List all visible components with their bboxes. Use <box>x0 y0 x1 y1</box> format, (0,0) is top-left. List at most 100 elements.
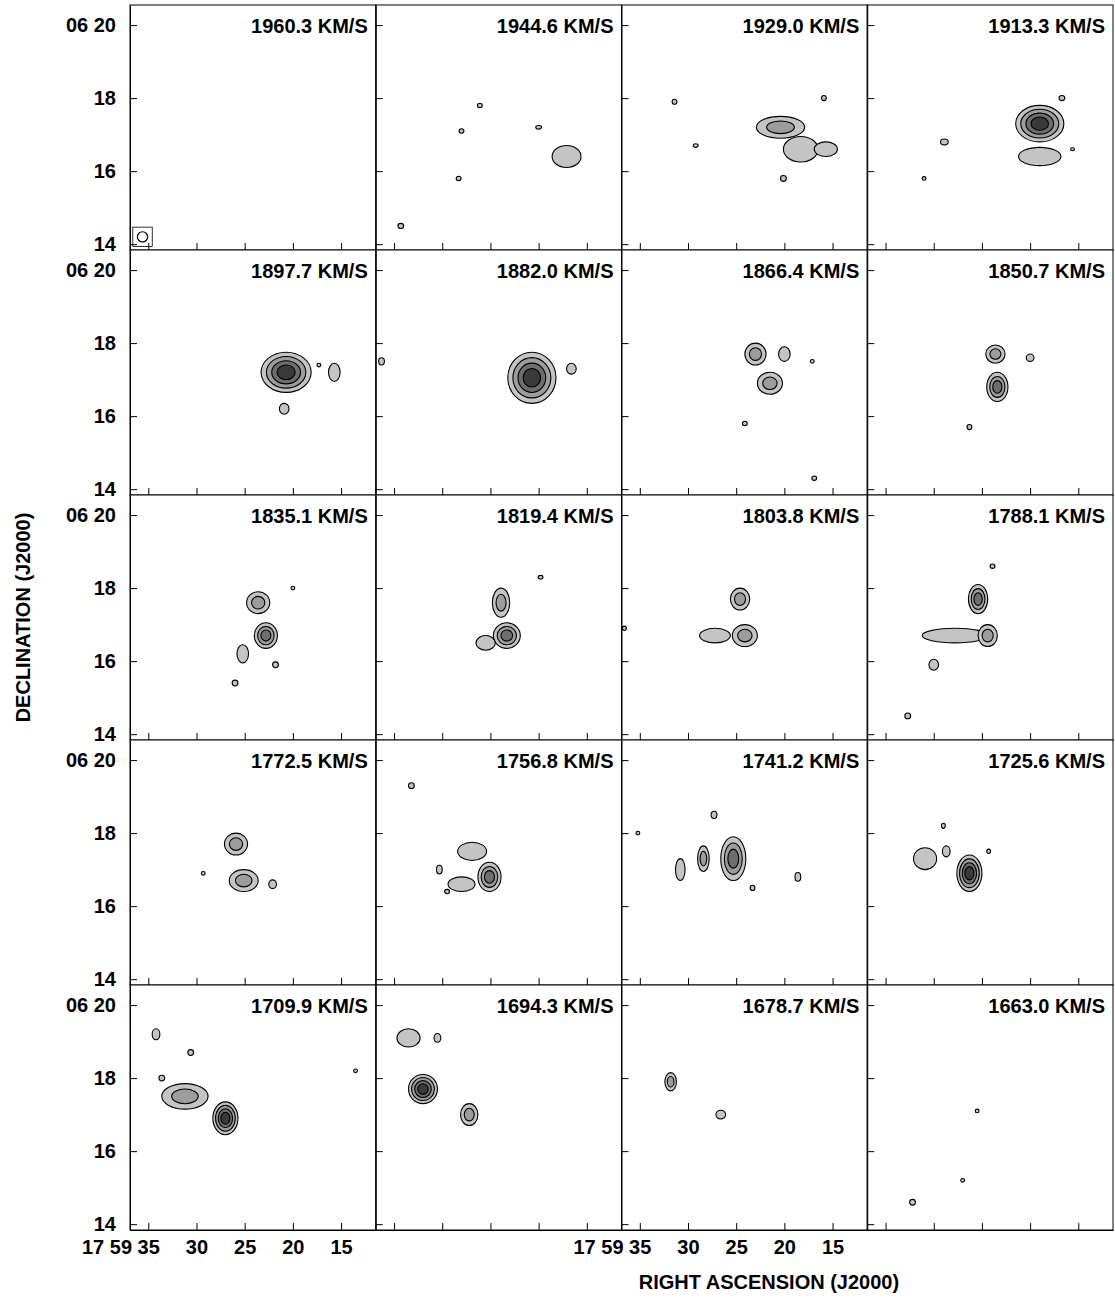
tick <box>622 1224 629 1225</box>
contour <box>224 833 247 855</box>
contour <box>445 889 450 893</box>
contour <box>962 863 976 884</box>
tick <box>1078 488 1079 495</box>
panel-background <box>867 740 1113 985</box>
panel-title: 1663.0 KM/S <box>988 995 1105 1017</box>
tick <box>867 270 874 271</box>
contours <box>398 103 581 228</box>
panel-background <box>622 495 868 740</box>
panel-background <box>130 985 376 1230</box>
tick <box>784 488 785 495</box>
tick <box>867 1005 874 1006</box>
tick-mark <box>376 1224 383 1225</box>
tick <box>148 978 149 985</box>
panel-frame <box>622 985 868 1230</box>
contour <box>783 136 818 162</box>
tick-mark <box>784 733 785 740</box>
tick-mark <box>293 488 294 495</box>
x-axis <box>622 488 868 496</box>
x-axis <box>622 978 868 986</box>
tick <box>148 733 149 740</box>
x-axis <box>868 1223 1114 1231</box>
panel-title: 1929.0 KM/S <box>743 15 860 37</box>
y-axis <box>376 251 383 496</box>
tick-mark <box>245 978 246 985</box>
tick <box>784 978 785 985</box>
y-axis <box>867 251 874 496</box>
tick-mark <box>293 243 294 250</box>
panel: 1694.3 KM/S <box>376 985 622 1231</box>
tick-mark <box>867 416 874 417</box>
tick-mark <box>784 978 785 985</box>
tick <box>376 515 383 516</box>
x-axis <box>868 978 1114 986</box>
tick <box>934 733 935 740</box>
tick-mark <box>833 978 834 985</box>
tick-mark <box>867 98 874 99</box>
tick <box>622 1078 629 1079</box>
tick <box>622 171 629 172</box>
contour <box>795 873 801 882</box>
contour <box>821 96 826 101</box>
tick-mark <box>148 1223 149 1230</box>
panel-title: 1897.7 KM/S <box>251 260 368 282</box>
tick-mark <box>376 661 383 662</box>
contour <box>756 116 804 138</box>
tick <box>886 488 887 495</box>
tick <box>886 1223 887 1230</box>
tick <box>736 488 737 495</box>
panel: 1788.1 KM/S <box>867 495 1113 741</box>
tick-mark <box>622 98 629 99</box>
panel-title: 1725.6 KM/S <box>988 750 1105 772</box>
tick <box>376 661 383 662</box>
tick-mark <box>736 488 737 495</box>
contour <box>459 129 464 133</box>
contour <box>518 363 546 392</box>
tick-mark <box>622 760 629 761</box>
tick-label: 14 <box>94 723 117 745</box>
tick-mark <box>130 244 137 245</box>
tick <box>1078 1223 1079 1230</box>
y-axis: 06 20181614 <box>66 6 137 256</box>
tick <box>784 733 785 740</box>
contour <box>711 811 717 818</box>
tick <box>982 243 983 250</box>
tick-mark <box>130 661 137 662</box>
contour <box>1016 105 1064 142</box>
tick <box>982 488 983 495</box>
tick <box>934 978 935 985</box>
tick-label: 17 59 35 <box>82 1236 160 1258</box>
contour <box>700 851 707 866</box>
tick-mark <box>622 171 629 172</box>
tick-label: 18 <box>94 822 116 844</box>
tick <box>784 243 785 250</box>
tick-mark <box>130 1078 137 1079</box>
contour <box>971 589 985 610</box>
tick-mark <box>130 171 137 172</box>
tick-mark <box>130 588 137 589</box>
tick <box>982 1223 983 1230</box>
tick-mark <box>196 1223 197 1230</box>
tick-mark <box>130 343 137 344</box>
contour <box>698 846 710 872</box>
tick-mark <box>341 733 342 740</box>
panel-title: 1741.2 KM/S <box>743 750 860 772</box>
tick-mark <box>622 1078 629 1079</box>
tick-mark <box>442 243 443 250</box>
tick-mark <box>867 1224 874 1225</box>
tick <box>622 489 629 490</box>
tick-mark <box>833 243 834 250</box>
contour <box>538 575 543 579</box>
tick <box>886 733 887 740</box>
tick: 16 <box>94 895 137 917</box>
panel-background <box>130 495 376 740</box>
tick-mark <box>982 978 983 985</box>
panel-frame <box>376 985 622 1230</box>
tick-mark <box>376 1005 383 1006</box>
tick <box>833 488 834 495</box>
contours <box>905 564 998 719</box>
tick-mark <box>867 979 874 980</box>
tick-mark <box>688 733 689 740</box>
contour <box>254 623 277 649</box>
tick-mark <box>867 906 874 907</box>
